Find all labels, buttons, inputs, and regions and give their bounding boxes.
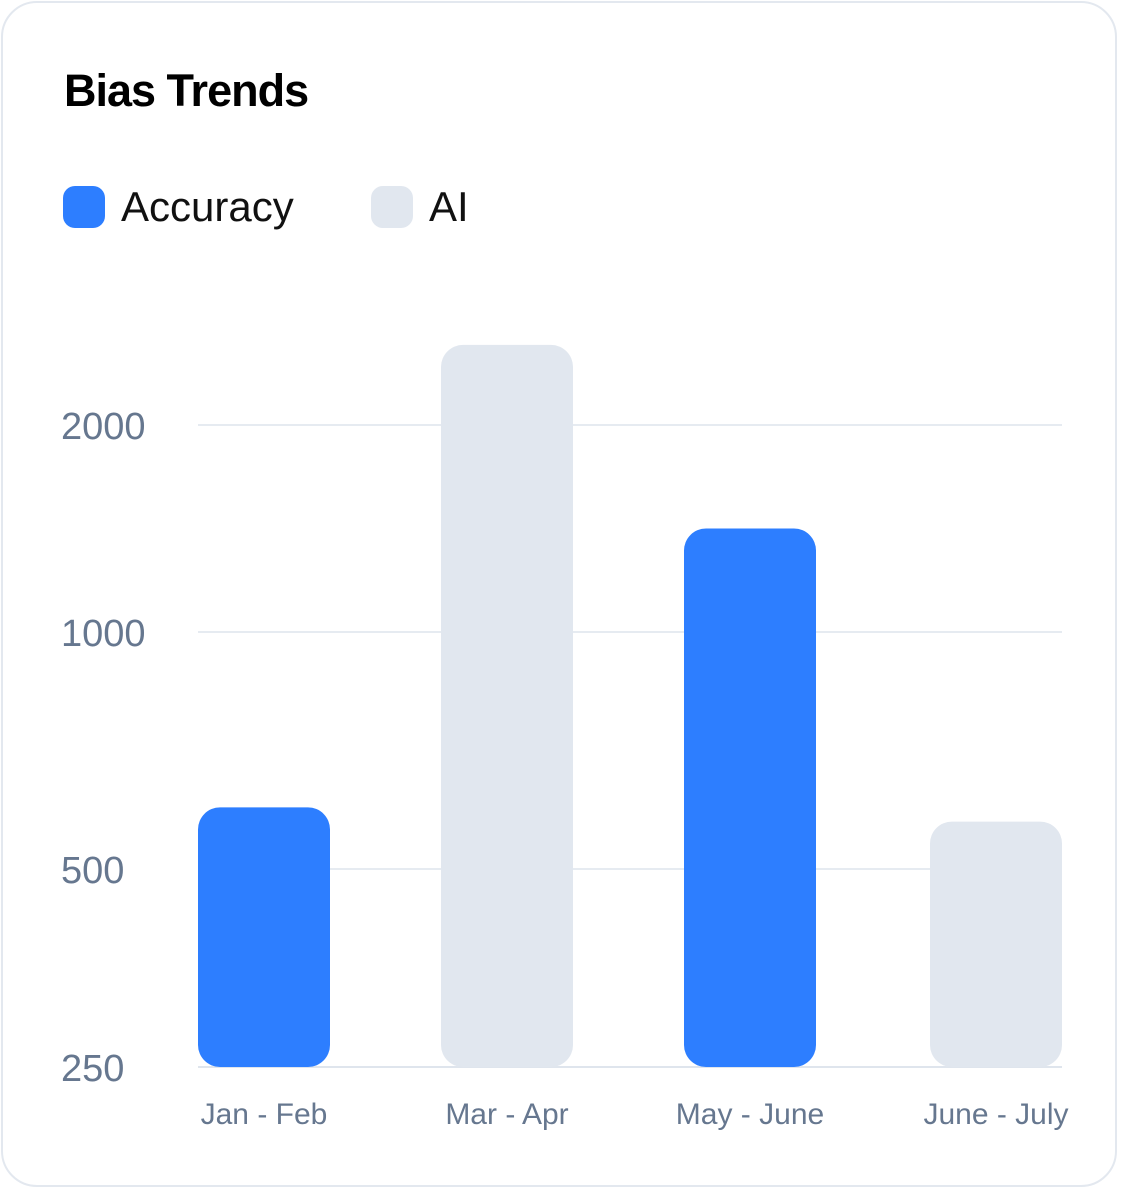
xtick-label-1: Jan - Feb bbox=[201, 1098, 328, 1131]
bar-4 bbox=[930, 821, 1062, 1067]
legend-swatch-ai bbox=[371, 186, 413, 228]
ytick-label-250: 250 bbox=[61, 1048, 124, 1090]
chart-title: Bias Trends bbox=[64, 65, 309, 116]
bar-2 bbox=[441, 344, 573, 1067]
legend-item-ai: AI bbox=[371, 182, 469, 232]
xtick-label-3: May - June bbox=[676, 1098, 824, 1131]
legend-swatch-accuracy bbox=[63, 186, 105, 228]
legend-label-accuracy: Accuracy bbox=[121, 183, 294, 230]
xtick-label-4: June - July bbox=[923, 1098, 1068, 1131]
legend-label-ai: AI bbox=[429, 183, 469, 230]
bar-1 bbox=[198, 807, 330, 1067]
ytick-label-1000: 1000 bbox=[61, 613, 146, 655]
xtick-label-2: Mar - Apr bbox=[445, 1098, 568, 1131]
bar-3 bbox=[684, 528, 816, 1067]
ytick-label-500: 500 bbox=[61, 850, 124, 892]
ytick-label-2000: 2000 bbox=[61, 406, 146, 448]
legend-item-accuracy: Accuracy bbox=[63, 182, 294, 232]
